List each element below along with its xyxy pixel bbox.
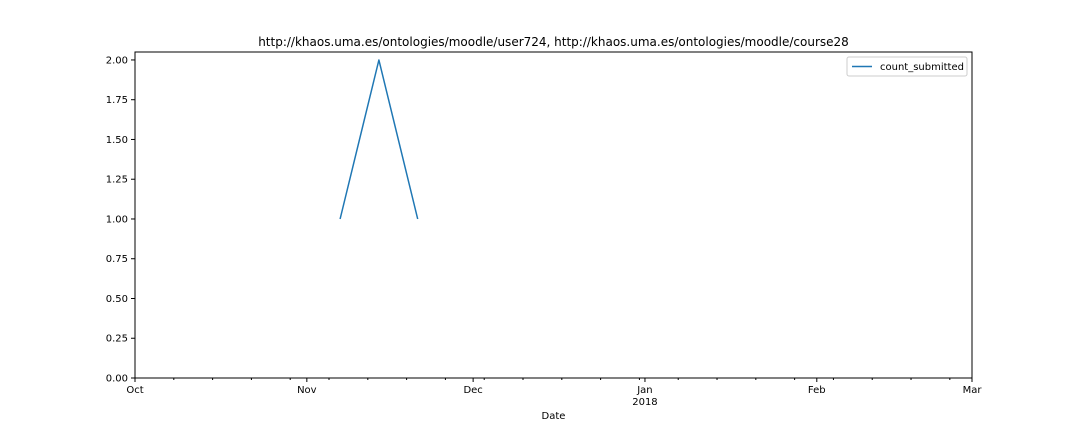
legend: count_submitted <box>846 56 968 77</box>
x-tick-sublabel: 2018 <box>632 397 657 408</box>
plot-area-frame <box>134 51 973 379</box>
legend-label: count_submitted <box>880 62 964 73</box>
x-tick-label: Dec <box>463 385 482 396</box>
chart-title: http://khaos.uma.es/ontologies/moodle/us… <box>258 35 849 49</box>
legend-box <box>846 56 968 77</box>
x-tick-label: Oct <box>126 385 143 396</box>
y-tick-label: 2.00 <box>106 55 128 66</box>
y-tick-label: 1.50 <box>106 135 128 146</box>
series-layer <box>339 59 419 220</box>
x-tick-label: Mar <box>963 385 983 396</box>
y-tick-label: 0.25 <box>106 334 128 345</box>
y-tick-label: 0.50 <box>106 294 128 305</box>
y-tick-label: 0.00 <box>106 374 128 385</box>
y-axis: 0.00 0.25 0.50 0.75 1.00 1.25 1.50 1.75 2.00 <box>106 55 135 385</box>
x-tick-label: Jan <box>636 385 652 396</box>
x-axis-label: Date <box>542 411 566 422</box>
y-tick-label: 0.75 <box>106 254 128 265</box>
x-tick-label: Feb <box>808 385 826 396</box>
y-tick-label: 1.25 <box>106 175 128 186</box>
y-tick-label: 1.75 <box>106 95 128 106</box>
y-tick-label: 1.00 <box>106 214 128 225</box>
series-line-count_submitted <box>339 59 419 220</box>
x-tick-label: Nov <box>297 385 317 396</box>
